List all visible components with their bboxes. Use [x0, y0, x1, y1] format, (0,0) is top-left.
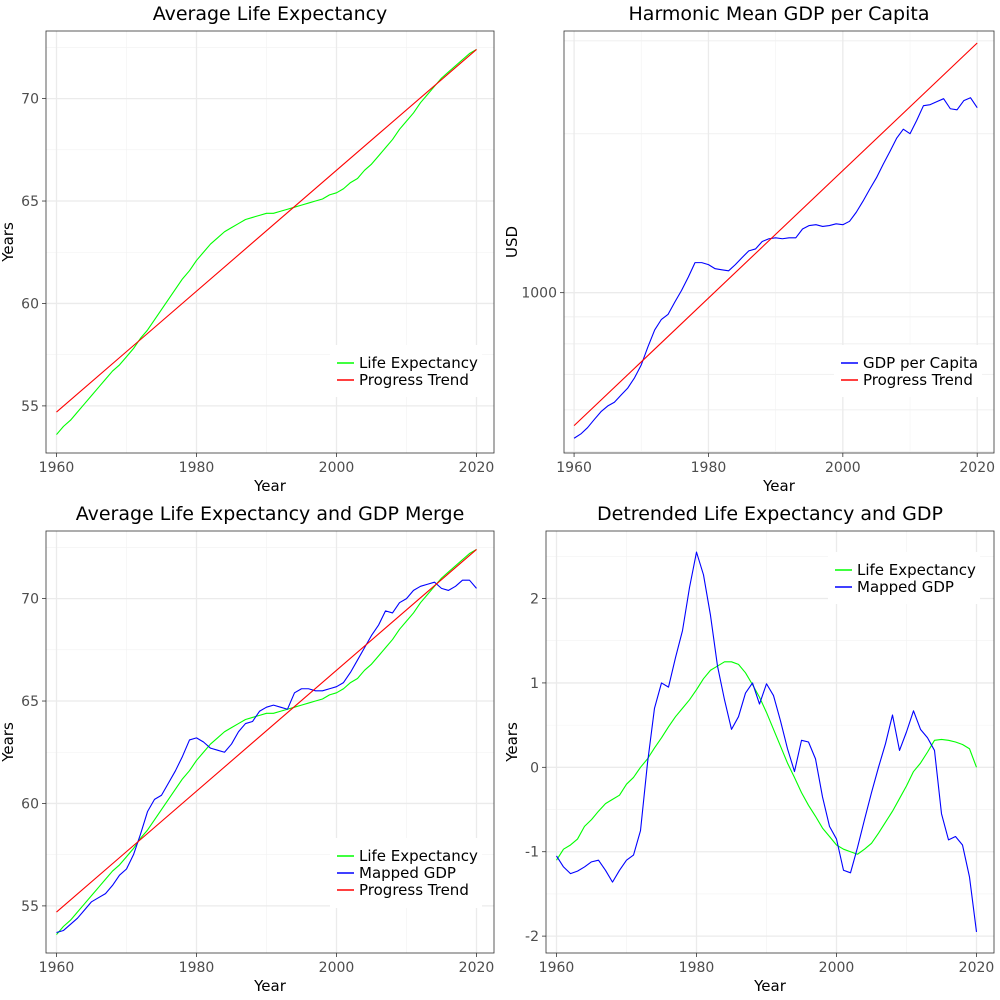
x-tick-label: 1980: [691, 460, 727, 476]
x-tick-label: 2000: [319, 960, 355, 976]
x-tick-label: 2020: [459, 460, 495, 476]
panel-border: [45, 30, 495, 454]
x-axis-label: Year: [253, 977, 287, 995]
legend-label: GDP per Capita: [863, 354, 978, 372]
legend-label: Life Expectancy: [359, 354, 478, 372]
y-tick-label: -2: [525, 929, 539, 945]
legend-background: [330, 838, 482, 908]
x-axis-label: Year: [753, 977, 787, 995]
panel-life-expectancy: 1960 1980 2000 2020 55 60 65 70 Average Life Exp…: [0, 3, 495, 495]
x-tick-label: 1980: [179, 460, 215, 476]
x-axis-label: Year: [762, 477, 796, 495]
legend-label: Progress Trend: [359, 371, 469, 389]
series-line-progress-trend: [573, 42, 978, 427]
panel-detrended: 1960 1980 2000 2020 -2 -1 0 1 2 Detrended Life Ex…: [503, 503, 995, 995]
y-axis-label: Years: [0, 722, 17, 763]
series-group: [573, 42, 978, 439]
chart-title: Average Life Expectancy and GDP Merge: [76, 503, 465, 525]
x-tick-label: 1960: [539, 960, 575, 976]
x-tick-label: 2000: [819, 960, 855, 976]
panel-merge: 1960 1980 2000 2020 55 60 65 70 Average Life Exp…: [0, 503, 495, 995]
y-tick-label: 1: [530, 676, 539, 692]
chart-title: Detrended Life Expectancy and GDP: [597, 503, 943, 525]
series-line-gdp-per-capita: [573, 97, 978, 439]
y-tick-label: 60: [21, 796, 39, 812]
x-tick-label: 1980: [179, 960, 215, 976]
chart-title: Harmonic Mean GDP per Capita: [629, 3, 930, 25]
series-group: [56, 548, 477, 935]
x-tick-label: 1960: [39, 460, 75, 476]
x-tick-label: 2020: [959, 960, 995, 976]
y-tick-label: -1: [525, 845, 539, 861]
legend-background: [330, 345, 482, 397]
legend-label: Progress Trend: [359, 881, 469, 899]
y-tick-label: 55: [21, 899, 39, 915]
legend-background: [834, 345, 982, 397]
panel-border: [545, 530, 995, 954]
series-line-life-expectancy: [56, 548, 477, 935]
legend-label: Mapped GDP: [359, 864, 456, 882]
series-group: [56, 48, 477, 435]
series-line-mapped-gdp: [56, 579, 477, 934]
x-tick-label: 2020: [459, 960, 495, 976]
y-axis-label: Years: [0, 222, 17, 263]
series-line-mapped-gdp: [556, 551, 978, 932]
panel-border: [563, 30, 995, 454]
y-tick-label: 0: [530, 760, 539, 776]
y-tick-label: 55: [21, 399, 39, 415]
x-tick-label: 1960: [39, 960, 75, 976]
series-group: [556, 551, 978, 932]
panel-border: [45, 530, 495, 954]
x-tick-label: 2000: [825, 460, 861, 476]
x-tick-label: 2000: [319, 460, 355, 476]
gridlines: [564, 31, 994, 453]
y-tick-label: 65: [21, 194, 39, 210]
legend-label: Mapped GDP: [857, 578, 954, 596]
y-tick-label: 1000: [521, 286, 557, 302]
series-line-progress-trend: [56, 549, 477, 913]
y-axis-label: Years: [503, 722, 521, 763]
panel-gdp-per-capita: 1960 1980 2000 2020 1000 Harmonic Mean GDP pe…: [503, 3, 995, 495]
series-line-progress-trend: [56, 49, 477, 413]
y-axis-label: USD: [503, 226, 521, 258]
y-tick-label: 70: [21, 592, 39, 608]
x-tick-label: 2020: [959, 460, 995, 476]
x-axis-label: Year: [253, 477, 287, 495]
legend-background: [828, 552, 980, 604]
x-tick-label: 1980: [679, 960, 715, 976]
series-line-life-expectancy: [556, 661, 978, 861]
y-tick-label: 65: [21, 694, 39, 710]
y-tick-label: 60: [21, 296, 39, 312]
y-tick-label: 2: [530, 592, 539, 608]
legend-label: Life Expectancy: [857, 561, 976, 579]
chart-title: Average Life Expectancy: [153, 3, 388, 25]
series-line-life-expectancy: [56, 48, 477, 435]
legend-label: Progress Trend: [863, 371, 973, 389]
y-tick-label: 70: [21, 92, 39, 108]
x-tick-label: 1960: [556, 460, 592, 476]
legend-label: Life Expectancy: [359, 847, 478, 865]
